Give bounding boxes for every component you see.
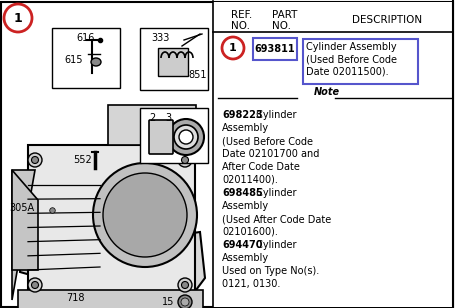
Circle shape: [31, 156, 39, 164]
Polygon shape: [20, 232, 205, 303]
Text: 1: 1: [14, 11, 22, 25]
Polygon shape: [12, 170, 35, 300]
Text: 02011400).: 02011400).: [222, 175, 278, 185]
Text: 694470: 694470: [222, 240, 263, 250]
Bar: [253, 38, 297, 60]
Text: DESCRIPTION: DESCRIPTION: [352, 15, 422, 25]
Text: 851: 851: [189, 70, 207, 80]
Text: (Used Before Code: (Used Before Code: [222, 136, 313, 146]
Text: PART: PART: [272, 10, 298, 20]
Circle shape: [178, 278, 192, 292]
Polygon shape: [28, 145, 195, 295]
Text: 1: 1: [229, 43, 237, 53]
Bar: [18, 290, 203, 308]
Circle shape: [31, 282, 39, 289]
Polygon shape: [12, 170, 38, 270]
Circle shape: [222, 37, 244, 59]
FancyBboxPatch shape: [149, 120, 173, 154]
Text: Cylinder Assembly: Cylinder Assembly: [306, 42, 397, 52]
Text: Cylinder: Cylinder: [253, 240, 297, 250]
Circle shape: [178, 153, 192, 167]
Text: Cylinder: Cylinder: [253, 110, 297, 120]
Text: 693811: 693811: [255, 44, 295, 54]
Text: 02101600).: 02101600).: [222, 227, 278, 237]
Ellipse shape: [91, 58, 101, 66]
Circle shape: [28, 278, 42, 292]
Circle shape: [4, 4, 32, 32]
Circle shape: [93, 163, 197, 267]
Bar: [213, 2, 453, 307]
Text: 718: 718: [66, 293, 84, 303]
Text: NO.: NO.: [272, 21, 291, 31]
Text: 3: 3: [165, 113, 171, 123]
Circle shape: [103, 173, 187, 257]
Text: Assembly: Assembly: [222, 123, 269, 133]
Text: (Used After Code Date: (Used After Code Date: [222, 214, 331, 224]
Circle shape: [182, 156, 188, 164]
Text: 305A: 305A: [10, 203, 35, 213]
Text: Cylinder: Cylinder: [253, 188, 297, 198]
Text: 698223: 698223: [222, 110, 263, 120]
Text: 698485: 698485: [222, 188, 263, 198]
Text: 15: 15: [162, 297, 174, 307]
Circle shape: [181, 298, 189, 306]
Bar: [108, 105, 196, 145]
Bar: [303, 39, 418, 84]
Circle shape: [168, 119, 204, 155]
Text: NO.: NO.: [231, 21, 250, 31]
Text: 333: 333: [151, 33, 169, 43]
Text: Date 02101700 and: Date 02101700 and: [222, 149, 319, 159]
Circle shape: [178, 295, 192, 308]
Text: Used on Type No(s).: Used on Type No(s).: [222, 266, 319, 276]
Text: Assembly: Assembly: [222, 201, 269, 211]
Bar: [140, 28, 208, 90]
Text: 616: 616: [77, 33, 95, 43]
Bar: [158, 48, 188, 76]
Circle shape: [28, 153, 42, 167]
Circle shape: [182, 282, 188, 289]
Text: After Code Date: After Code Date: [222, 162, 300, 172]
Circle shape: [174, 125, 198, 149]
Text: (Used Before Code: (Used Before Code: [306, 54, 397, 64]
Bar: [140, 108, 208, 163]
Text: 0121, 0130.: 0121, 0130.: [222, 279, 280, 289]
Circle shape: [179, 130, 193, 144]
Text: Date 02011500).: Date 02011500).: [306, 67, 389, 77]
Text: Assembly: Assembly: [222, 253, 269, 263]
Text: 2: 2: [149, 113, 155, 123]
Text: 615: 615: [65, 55, 83, 65]
Text: 552: 552: [74, 155, 92, 165]
Text: Note: Note: [314, 87, 340, 97]
Bar: [52, 28, 120, 88]
Text: REF.: REF.: [231, 10, 252, 20]
